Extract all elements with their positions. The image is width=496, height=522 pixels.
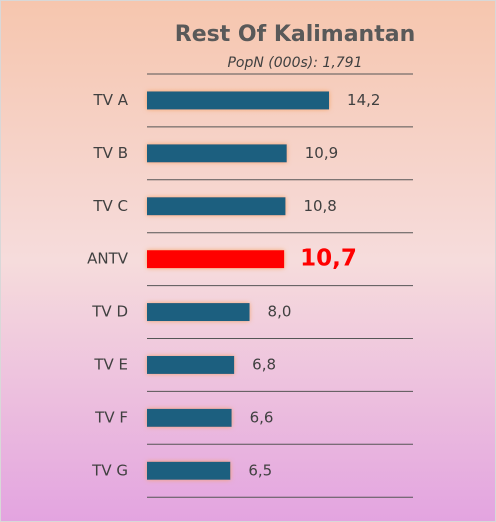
bar	[147, 144, 287, 163]
bar	[147, 303, 250, 322]
bar	[147, 197, 286, 216]
category-label: TV B	[93, 144, 128, 162]
bar	[147, 461, 231, 480]
bar	[147, 91, 330, 110]
value-label: 6,8	[252, 355, 276, 373]
category-label: TV D	[91, 303, 128, 321]
chart-subtitle: PopN (000s): 1,791	[227, 55, 362, 71]
category-label: TV E	[93, 355, 128, 373]
value-label: 8,0	[268, 303, 292, 321]
category-label: TV G	[91, 461, 128, 479]
bar	[147, 408, 232, 427]
category-label: ANTV	[87, 250, 129, 268]
category-label: TV C	[92, 197, 128, 215]
value-label: 6,6	[250, 408, 274, 426]
category-label: TV A	[93, 91, 129, 109]
bar	[147, 250, 285, 269]
chart-title: Rest Of Kalimantan	[175, 22, 416, 47]
bar	[147, 355, 235, 374]
category-label: TV F	[94, 408, 128, 426]
value-label: 10,7	[300, 246, 357, 272]
value-label: 10,8	[303, 197, 336, 215]
value-label: 6,5	[248, 461, 272, 479]
value-label: 14,2	[347, 91, 380, 109]
value-label: 10,9	[305, 144, 338, 162]
